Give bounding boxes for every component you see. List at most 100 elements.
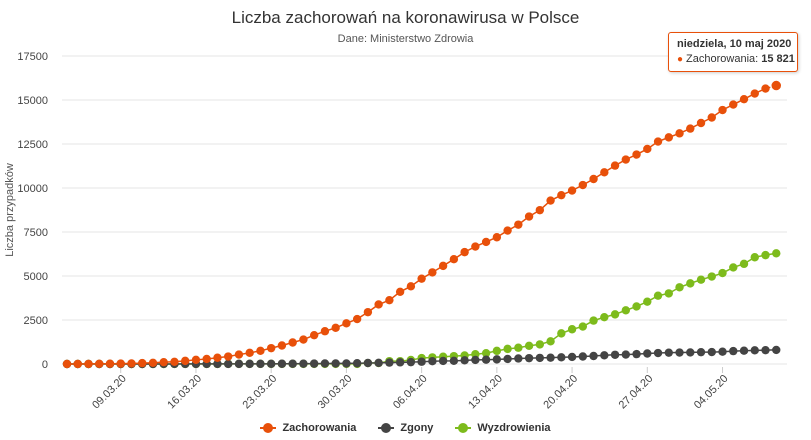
data-point[interactable] (492, 233, 502, 242)
data-point[interactable] (342, 359, 351, 368)
data-point[interactable] (546, 196, 555, 205)
data-point[interactable] (707, 113, 716, 122)
data-point[interactable] (524, 353, 534, 363)
data-point[interactable] (449, 254, 459, 264)
data-point[interactable] (739, 346, 749, 355)
data-point[interactable] (514, 354, 523, 363)
data-point[interactable] (191, 355, 201, 365)
data-point[interactable] (546, 337, 555, 346)
data-point[interactable] (320, 327, 330, 336)
data-point[interactable] (417, 357, 426, 366)
data-point[interactable] (675, 283, 684, 292)
data-point[interactable] (277, 359, 287, 368)
data-point[interactable] (428, 357, 437, 366)
data-point[interactable] (546, 353, 555, 362)
data-point[interactable] (729, 346, 738, 356)
data-point[interactable] (621, 306, 631, 315)
data-point[interactable] (363, 307, 373, 317)
data-point[interactable] (342, 319, 351, 328)
data-point[interactable] (288, 359, 297, 368)
data-point[interactable] (105, 359, 115, 368)
data-point[interactable] (696, 347, 706, 357)
data-point[interactable] (610, 310, 620, 319)
data-point[interactable] (770, 79, 783, 92)
legend-item-wyzdrowienia[interactable]: Wyzdrowienia (455, 422, 551, 434)
data-point[interactable] (535, 205, 545, 215)
data-point[interactable] (352, 314, 362, 324)
data-point[interactable] (632, 349, 641, 359)
data-point[interactable] (417, 274, 426, 283)
data-point[interactable] (675, 348, 684, 357)
data-point[interactable] (632, 150, 641, 159)
data-point[interactable] (643, 297, 652, 306)
data-point[interactable] (363, 358, 373, 368)
data-point[interactable] (600, 312, 609, 322)
data-point[interactable] (589, 316, 598, 325)
data-point[interactable] (718, 105, 727, 115)
data-point[interactable] (750, 346, 759, 355)
data-point[interactable] (449, 356, 459, 366)
data-point[interactable] (331, 323, 340, 333)
data-point[interactable] (718, 268, 727, 278)
data-point[interactable] (481, 348, 491, 358)
legend-item-zachorowania[interactable]: Zachorowania (260, 422, 356, 434)
data-point[interactable] (223, 359, 233, 369)
data-point[interactable] (729, 263, 738, 272)
data-point[interactable] (277, 341, 287, 350)
data-point[interactable] (170, 357, 179, 366)
data-point[interactable] (84, 359, 93, 369)
data-point[interactable] (116, 359, 125, 368)
data-point[interactable] (385, 295, 394, 305)
data-point[interactable] (460, 356, 469, 365)
data-point[interactable] (675, 129, 684, 138)
data-point[interactable] (696, 275, 706, 284)
data-point[interactable] (503, 344, 512, 354)
data-point[interactable] (213, 359, 222, 369)
data-point[interactable] (610, 350, 620, 359)
data-point[interactable] (406, 282, 416, 291)
data-point[interactable] (567, 352, 577, 362)
data-point[interactable] (557, 190, 566, 200)
data-point[interactable] (159, 357, 168, 367)
data-point[interactable] (385, 358, 394, 367)
data-point[interactable] (686, 279, 695, 288)
data-point[interactable] (578, 322, 588, 331)
data-point[interactable] (686, 348, 695, 357)
data-point[interactable] (245, 359, 254, 369)
data-point[interactable] (557, 329, 566, 338)
data-point[interactable] (492, 346, 502, 356)
data-point[interactable] (503, 226, 512, 235)
data-point[interactable] (395, 358, 405, 367)
data-point[interactable] (729, 100, 738, 109)
data-point[interactable] (331, 359, 340, 368)
data-point[interactable] (492, 355, 502, 364)
data-point[interactable] (245, 348, 254, 358)
data-point[interactable] (256, 359, 265, 369)
data-point[interactable] (524, 212, 534, 221)
data-point[interactable] (524, 341, 534, 351)
data-point[interactable] (632, 302, 641, 311)
data-point[interactable] (589, 351, 598, 361)
data-point[interactable] (95, 359, 104, 369)
data-point[interactable] (181, 356, 190, 366)
data-point[interactable] (739, 259, 749, 269)
data-point[interactable] (471, 355, 480, 365)
data-point[interactable] (653, 348, 663, 358)
data-point[interactable] (299, 359, 308, 368)
data-point[interactable] (772, 249, 781, 258)
data-point[interactable] (299, 335, 308, 344)
data-point[interactable] (718, 347, 727, 356)
data-point[interactable] (138, 358, 147, 368)
data-point[interactable] (438, 261, 448, 271)
data-point[interactable] (557, 353, 566, 362)
data-point[interactable] (256, 346, 265, 356)
data-point[interactable] (664, 133, 673, 142)
data-point[interactable] (460, 247, 469, 257)
legend-item-zgony[interactable]: Zgony (378, 422, 433, 434)
data-point[interactable] (514, 220, 523, 229)
data-point[interactable] (202, 354, 211, 364)
data-point[interactable] (589, 174, 598, 184)
data-point[interactable] (471, 242, 480, 251)
data-point[interactable] (567, 325, 577, 334)
data-point[interactable] (772, 345, 781, 355)
